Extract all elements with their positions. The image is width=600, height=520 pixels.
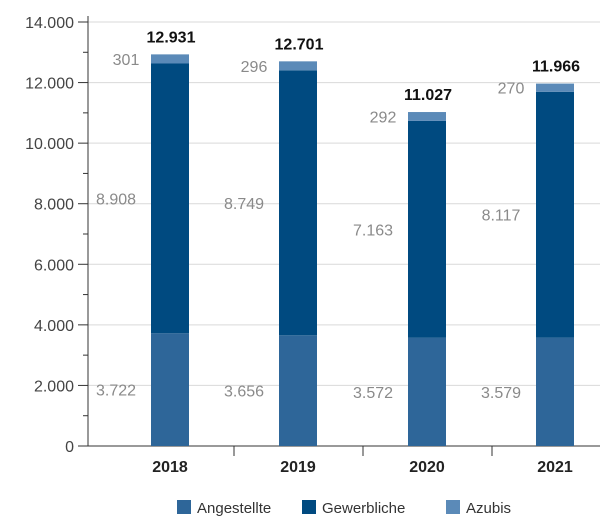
bar-segment-gewerbliche <box>536 91 574 338</box>
y-tick-label: 4.000 <box>34 318 74 335</box>
y-axis: 0 2.000 4.000 6.000 8.000 10.000 12.000 14.000 <box>25 15 89 456</box>
data-labels: 3.722 8.908 301 12.931 3.656 8.749 296 12.701 3.… <box>96 29 580 402</box>
data-label-angestellte: 3.722 <box>96 383 136 400</box>
bar-segment-angestellte <box>279 335 317 446</box>
bar-segment-azubis <box>536 83 574 92</box>
x-tick-label: 2019 <box>280 459 316 476</box>
bars <box>151 54 574 446</box>
y-tick-label: 10.000 <box>25 136 74 153</box>
y-tick-label: 12.000 <box>25 76 74 93</box>
data-label-total: 11.027 <box>404 87 452 104</box>
data-label-angestellte: 3.656 <box>224 384 264 401</box>
data-label-gewerbliche: 8.908 <box>96 191 136 208</box>
bar-segment-angestellte <box>536 337 574 446</box>
bar-segment-gewerbliche <box>151 63 189 334</box>
bar-segment-angestellte <box>151 333 189 446</box>
y-tick-label: 8.000 <box>34 197 74 214</box>
data-label-angestellte: 3.579 <box>481 385 521 402</box>
x-tick-label: 2021 <box>537 459 573 476</box>
y-tick-label: 6.000 <box>34 257 74 274</box>
bar-segment-gewerbliche <box>408 120 446 338</box>
data-label-total: 11.966 <box>532 59 580 76</box>
legend-swatch-gewerbliche <box>302 500 316 514</box>
legend-swatch-azubis <box>446 500 460 514</box>
bar-segment-azubis <box>408 112 446 121</box>
data-label-gewerbliche: 7.163 <box>353 222 393 239</box>
bar-segment-azubis <box>151 54 189 64</box>
y-tick-label: 14.000 <box>25 15 74 32</box>
data-label-azubis: 296 <box>241 59 268 76</box>
legend-label-azubis: Azubis <box>466 500 511 517</box>
data-label-gewerbliche: 8.117 <box>482 208 521 225</box>
x-tick-label: 2020 <box>409 459 445 476</box>
legend-label-angestellte: Angestellte <box>197 500 271 517</box>
legend-label-gewerbliche: Gewerbliche <box>322 500 405 517</box>
bar-segment-azubis <box>279 61 317 71</box>
data-label-azubis: 292 <box>370 109 397 126</box>
x-axis: 2018 2019 2020 2021 <box>88 445 600 476</box>
data-label-azubis: 301 <box>113 52 140 69</box>
data-label-gewerbliche: 8.749 <box>224 196 264 213</box>
legend: Angestellte Gewerbliche Azubis <box>177 500 511 517</box>
legend-swatch-angestellte <box>177 500 191 514</box>
data-label-total: 12.931 <box>147 29 196 46</box>
y-tick-label: 2.000 <box>34 378 74 395</box>
data-label-angestellte: 3.572 <box>353 385 393 402</box>
bar-segment-angestellte <box>408 337 446 446</box>
data-label-azubis: 270 <box>498 81 525 98</box>
y-tick-label: 0 <box>65 439 74 456</box>
data-label-total: 12.701 <box>275 36 324 53</box>
x-tick-label: 2018 <box>152 459 188 476</box>
bar-segment-gewerbliche <box>279 70 317 336</box>
